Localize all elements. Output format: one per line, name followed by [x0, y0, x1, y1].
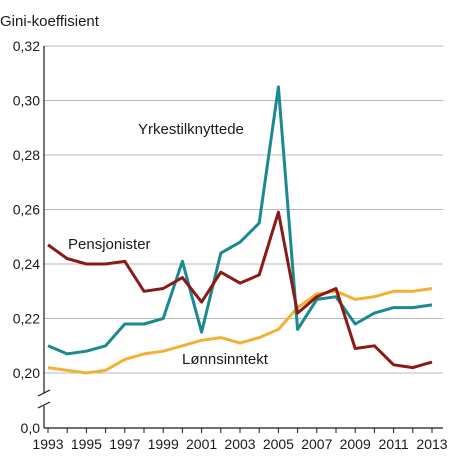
- axis-break-mark: [37, 401, 51, 409]
- series-line-2: [47, 287, 433, 375]
- series-label-0: Yrkestilknyttede: [138, 121, 244, 138]
- y-tick-label: 0,28: [13, 147, 40, 163]
- x-tick-label: 2003: [224, 436, 255, 452]
- x-tick-label: 2005: [263, 436, 294, 452]
- x-tick-label: 2009: [340, 436, 371, 452]
- series-lines: [47, 85, 433, 375]
- x-tick-label: 2013: [416, 436, 447, 452]
- y-tick-label: 0,32: [13, 38, 40, 54]
- axes: [37, 46, 443, 433]
- axis-break-mark: [37, 389, 51, 397]
- x-tick-label: 1993: [32, 436, 63, 452]
- series-line-0: [47, 85, 433, 356]
- x-tick-label: 2007: [301, 436, 332, 452]
- x-tick-labels: 1993 1995 1997 1999 2001 2003 2005 2007 2009 2011…: [32, 436, 447, 452]
- x-tick-label: 1995: [71, 436, 102, 452]
- y-tick-label: 0,0: [21, 420, 41, 436]
- y-tick-label: 0,22: [13, 311, 40, 327]
- series-line-1: [47, 210, 433, 370]
- series-label-1: Pensjonister: [68, 236, 151, 253]
- x-tick-label: 1999: [148, 436, 179, 452]
- y-tick-label: 0,30: [13, 93, 40, 109]
- y-tick-label: 0,24: [13, 256, 40, 272]
- x-tick-label: 2001: [186, 436, 217, 452]
- y-axis-title: Gini-koeffisient: [0, 13, 100, 30]
- y-tick-labels: 0,0 0,20 0,22 0,24 0,26 0,28 0,30 0,32: [13, 38, 40, 436]
- x-tick-label: 1997: [109, 436, 140, 452]
- y-tick-label: 0,20: [13, 365, 40, 381]
- series-label-2: Lønnsinntekt: [182, 351, 269, 368]
- y-tick-label: 0,26: [13, 202, 40, 218]
- series-labels: Yrkestilknyttede Pensjonister Lønnsinntekt: [68, 121, 269, 368]
- x-tick-label: 2011: [379, 436, 409, 452]
